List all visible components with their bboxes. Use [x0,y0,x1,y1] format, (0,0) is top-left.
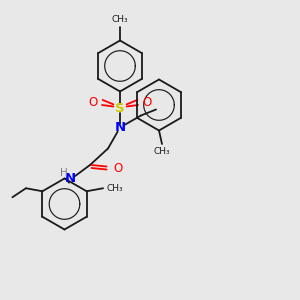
Text: N: N [65,172,76,185]
Text: O: O [142,96,152,109]
Text: O: O [113,161,122,175]
Text: CH₃: CH₃ [154,147,170,156]
Text: CH₃: CH₃ [112,15,128,24]
Text: H: H [60,168,68,178]
Text: CH₃: CH₃ [106,184,123,193]
Text: S: S [115,101,125,115]
Text: O: O [88,96,98,109]
Text: N: N [114,121,126,134]
